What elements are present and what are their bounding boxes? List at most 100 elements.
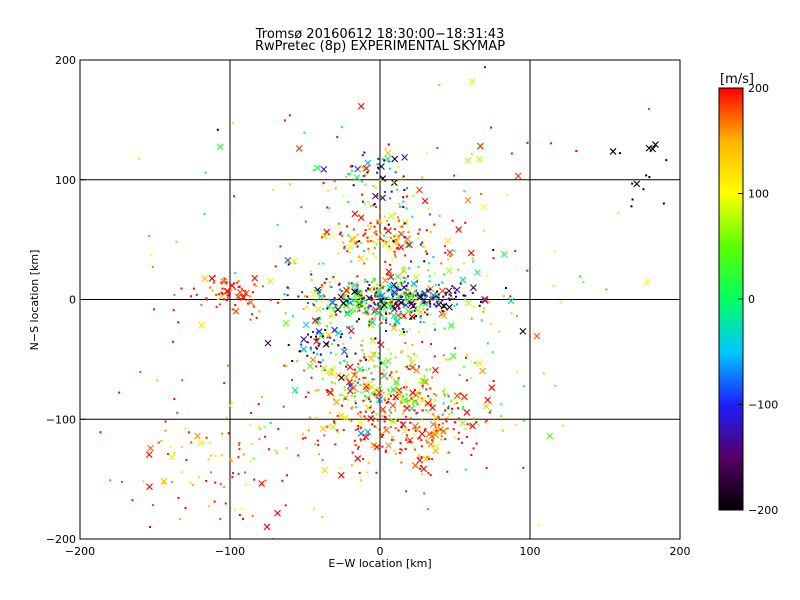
data-point-dot [430,298,433,301]
data-point-dot [215,305,218,308]
data-point-dot [360,344,363,347]
data-point-cross [228,282,236,289]
data-point-dot [190,441,193,444]
data-point-dot [181,379,184,382]
data-point-dot [387,223,390,226]
data-points [99,66,668,539]
data-point-dot [376,283,379,286]
data-point-dot [428,213,431,216]
data-point-dot [463,190,466,193]
data-point-dot [379,179,382,182]
data-point-dot [99,431,102,434]
data-point-dot [405,438,408,441]
data-point-dot [380,433,383,436]
data-point-cross [373,443,381,451]
data-point-dot [343,346,346,349]
data-point-dot [364,278,367,281]
data-point-dot [402,266,405,269]
data-point-dot [393,250,396,253]
data-point-dot [200,303,203,306]
data-point-cross [346,243,354,251]
data-point-dot [340,333,343,336]
data-point-dot [351,451,354,454]
data-point-dot [399,392,402,395]
data-point-dot [312,169,315,172]
data-point-dot [209,471,212,474]
data-point-cross [370,350,377,358]
data-point-dot [412,433,415,436]
data-point-dot [394,171,397,174]
data-point-dot [354,352,357,355]
data-point-dot [333,395,336,398]
data-point-dot [304,220,307,223]
data-point-cross [327,389,334,397]
data-point-dot [522,419,525,422]
data-point-dot [336,304,339,307]
data-point-dot [428,275,431,278]
data-point-dot [554,384,557,387]
data-point-dot [418,426,421,429]
data-point-dot [306,341,309,344]
data-point-cross [220,278,228,286]
data-point-dot [340,310,343,313]
data-point-dot [484,66,487,69]
data-point-cross [193,432,201,440]
data-point-dot [316,331,319,334]
data-point-cross [533,332,541,340]
data-point-dot [455,303,458,306]
data-point-dot [438,214,441,217]
data-point-dot [306,306,309,309]
data-point-dot [240,507,243,510]
data-point-dot [346,326,349,329]
data-point-dot [364,232,367,235]
data-point-dot [509,295,512,298]
data-point-dot [387,296,390,299]
data-point-dot [342,293,345,296]
data-point-cross [408,359,416,366]
data-point-dot [472,305,475,308]
data-point-dot [405,385,408,388]
data-point-dot [447,297,450,300]
data-point-dot [405,490,408,493]
data-point-dot [377,341,380,344]
data-point-dot [388,374,391,377]
data-point-dot [351,300,354,303]
data-point-dot [434,304,437,307]
data-point-dot [372,288,375,291]
data-point-dot [418,330,421,333]
data-point-dot [367,367,370,370]
data-point-dot [526,141,529,144]
data-point-dot [237,443,240,446]
data-point-dot [255,285,258,288]
data-point-dot [376,308,379,311]
data-point-dot [423,301,426,304]
data-point-dot [348,297,351,300]
data-point-cross [362,381,370,388]
data-point-dot [514,423,517,426]
data-point-dot [410,397,413,400]
data-point-dot [362,399,365,402]
data-point-dot [220,281,223,284]
data-point-dot [407,355,410,358]
data-point-dot [355,444,358,447]
data-point-dot [195,293,198,296]
data-point-dot [403,291,406,294]
data-point-dot [370,392,373,395]
data-point-cross [263,523,271,531]
data-point-dot [428,296,431,299]
data-point-dot [366,236,369,239]
data-point-dot [363,415,366,418]
data-point-dot [379,233,382,236]
data-point-dot [362,458,365,461]
data-point-dot [404,342,407,345]
data-point-dot [228,404,231,407]
data-point-dot [383,298,386,301]
data-point-dot [461,441,464,444]
data-point-dot [375,194,378,197]
data-point-dot [466,423,469,426]
data-point-dot [426,301,429,304]
data-point-dot [391,438,394,441]
data-point-dot [390,426,393,429]
data-point-cross [334,306,342,314]
data-point-cross [266,277,274,285]
